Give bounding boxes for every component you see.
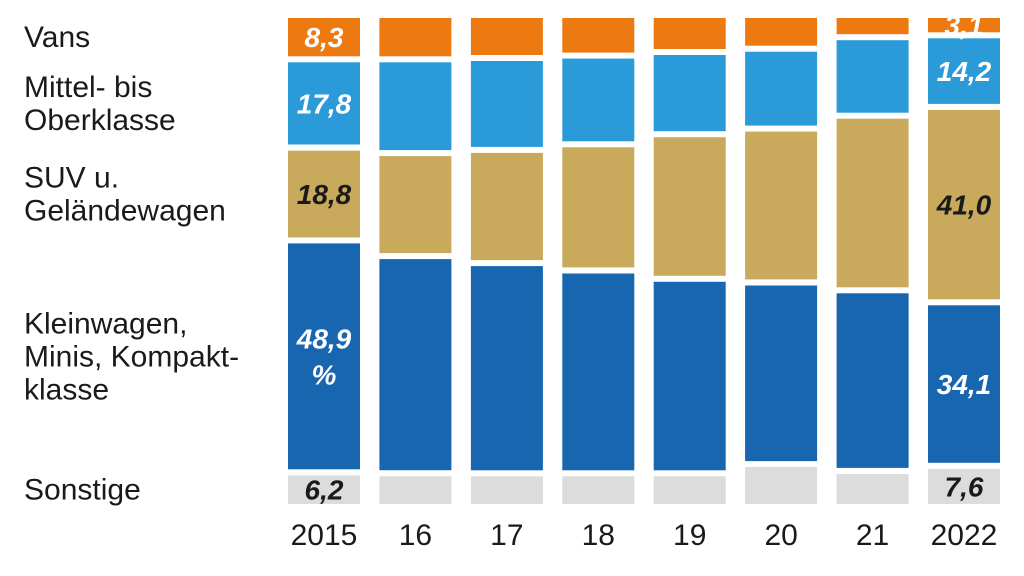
bar-sonstige-2015 [288,475,360,504]
bar-sonstige-18 [562,476,635,504]
data-label-suv-u-gelandewagen-2015: 18,8 [297,179,352,210]
x-tick-label-2015: 2015 [291,519,358,552]
bar-mittel-bis-oberklasse-19 [653,55,726,132]
x-tick-label-17: 17 [490,519,523,552]
bar-suv-u-gelandewagen-18 [562,147,635,268]
data-label-kleinwagen-minis-kompaktklasse-2015: 48,9% [296,323,352,390]
legend-label-vans: Vans [24,21,90,54]
legend-label-kleinwagen-minis-kompaktklasse: Kleinwagen, Minis, Kompakt-klasse [24,307,239,406]
legend-label-mittel-bis-oberklasse: Mittel- bis Oberklasse [24,71,176,137]
bar-vans-19 [653,18,726,49]
x-tick-label-18: 18 [582,519,615,552]
bar-suv-u-gelandewagen-2022 [928,109,1000,300]
bar-sonstige-17 [470,476,543,504]
bar-kleinwagen-minis-kompaktklasse-16 [379,259,452,471]
data-label-kleinwagen-minis-kompaktklasse-2022: 34,1 [937,369,992,400]
data-label-mittel-bis-oberklasse-2015: 17,8 [297,89,352,120]
bar-mittel-bis-oberklasse-2015 [288,62,360,145]
x-tick-label-21: 21 [856,519,889,552]
bar-vans-20 [745,18,818,46]
bar-suv-u-gelandewagen-21 [836,118,909,288]
bar-suv-u-gelandewagen-20 [745,131,818,280]
bar-kleinwagen-minis-kompaktklasse-17 [470,266,543,471]
bar-sonstige-2022 [928,468,1000,504]
bar-mittel-bis-oberklasse-2022 [928,38,1000,104]
bar-suv-u-gelandewagen-2015 [288,150,360,238]
legend-label-sonstige: Sonstige [24,473,141,506]
data-label-sonstige-2022: 7,6 [945,471,984,502]
bar-kleinwagen-minis-kompaktklasse-19 [653,281,726,471]
bar-vans-17 [470,18,543,55]
bar-sonstige-16 [379,476,452,504]
x-tick-label-2022: 2022 [931,519,998,552]
bar-mittel-bis-oberklasse-21 [836,40,909,113]
bar-kleinwagen-minis-kompaktklasse-18 [562,273,635,471]
data-label-vans-2015: 8,3 [305,22,344,53]
bar-sonstige-21 [836,474,909,504]
bar-suv-u-gelandewagen-16 [379,156,452,254]
bar-suv-u-gelandewagen-17 [470,152,543,261]
data-label-suv-u-gelandewagen-2022: 41,0 [936,190,992,221]
bar-kleinwagen-minis-kompaktklasse-20 [745,285,818,462]
x-tick-label-19: 19 [673,519,706,552]
bar-kleinwagen-minis-kompaktklasse-21 [836,293,909,468]
bar-sonstige-19 [653,476,726,504]
bar-mittel-bis-oberklasse-17 [470,61,543,147]
bar-mittel-bis-oberklasse-16 [379,62,452,151]
bar-suv-u-gelandewagen-19 [653,137,726,276]
bar-sonstige-20 [745,467,818,504]
bar-kleinwagen-minis-kompaktklasse-2022 [928,305,1000,463]
bar-vans-16 [379,18,452,57]
bar-vans-2015 [288,18,360,57]
x-tick-label-20: 20 [764,519,797,552]
bar-mittel-bis-oberklasse-18 [562,58,635,142]
data-label-mittel-bis-oberklasse-2022: 14,2 [937,56,992,87]
legend-label-suv-u-gelandewagen: SUV u. Geländewagen [24,162,226,228]
data-label-vans-2022: 3,1 [945,10,984,41]
bar-vans-21 [836,18,909,35]
bar-vans-2022 [928,18,1000,33]
bar-kleinwagen-minis-kompaktklasse-2015 [288,243,360,470]
data-label-sonstige-2015: 6,2 [305,475,344,506]
x-tick-label-16: 16 [399,519,432,552]
bar-mittel-bis-oberklasse-20 [745,51,818,126]
bar-vans-18 [562,18,635,53]
